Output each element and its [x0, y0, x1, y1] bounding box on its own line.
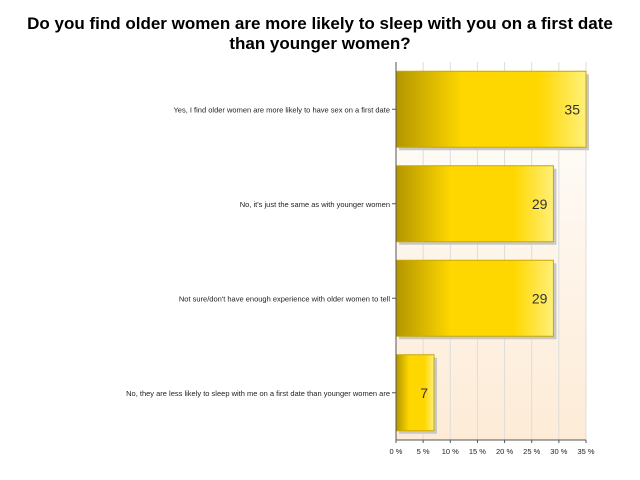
bar: [395, 354, 435, 432]
chart-title: Do you find older women are more likely …: [27, 14, 613, 53]
bar: [395, 165, 554, 243]
category-label: Not sure/don't have enough experience wi…: [179, 294, 390, 303]
value-label: 29: [532, 196, 548, 212]
x-tick-label: 30 %: [550, 447, 567, 456]
value-label: 7: [420, 385, 428, 401]
x-tick-label: 20 %: [496, 447, 513, 456]
bar: [395, 70, 587, 148]
x-tick-label: 0 %: [390, 447, 403, 456]
category-label: No, they are less likely to sleep with m…: [126, 389, 390, 398]
category-label: Yes, I find older women are more likely …: [173, 105, 390, 114]
x-tick-label: 5 %: [417, 447, 430, 456]
value-label: 29: [532, 290, 548, 306]
bar: [395, 259, 554, 337]
x-tick-label: 35 %: [577, 447, 594, 456]
x-tick-label: 15 %: [469, 447, 486, 456]
x-tick-label: 25 %: [523, 447, 540, 456]
x-tick-label: 10 %: [442, 447, 459, 456]
value-label: 35: [564, 101, 580, 117]
category-label: No, it's just the same as with younger w…: [240, 200, 390, 209]
